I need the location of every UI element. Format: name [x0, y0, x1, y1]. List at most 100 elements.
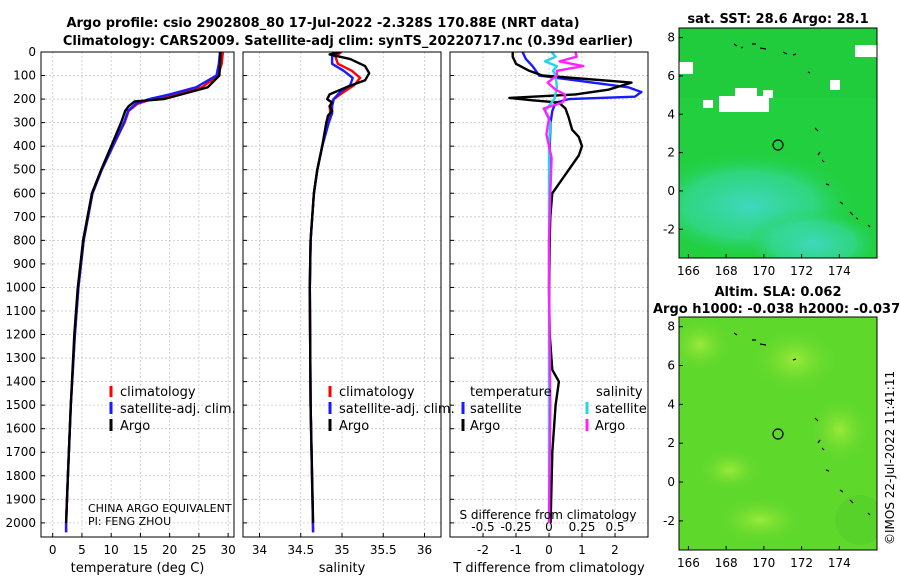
map-y-tick-label: 6: [667, 359, 675, 373]
y-tick-label: 800: [13, 233, 36, 247]
y-tick-label: 500: [13, 163, 36, 177]
sla-map-frame: [678, 316, 878, 551]
argo-position-marker: [772, 428, 784, 440]
sst-cloud-mask: [703, 100, 713, 108]
sst-cloud-mask: [830, 80, 840, 90]
difference-panel: -2 -1 0 1 2 -0.5 -0.25 0 0.25 0.5 T difference fro…: [449, 51, 649, 576]
x-tick-label: 1: [578, 543, 586, 557]
sla-islands: [733, 332, 871, 516]
sla-map: Altim. SLA: 0.062 Argo h1000: -0.038 h20…: [653, 285, 900, 570]
y-tick-label: 2000: [5, 516, 36, 530]
map-x-tick-label: 166: [677, 556, 700, 570]
series-line-argo: [308, 52, 371, 523]
difference-legend: temperature salinity satellite Argo sate…: [461, 385, 647, 434]
s-diff-tick-label: 0.5: [605, 520, 624, 534]
s-difference-axis-label: S difference from climatology: [460, 508, 637, 522]
sst-cool-anomaly-east: [750, 205, 877, 258]
plot-frame: [242, 51, 442, 538]
map-x-tick-label: 170: [752, 556, 775, 570]
map-y-tick-label: 8: [667, 320, 675, 334]
y-tick-label: 1300: [5, 351, 36, 365]
temperature-panel: 0100200300400500600700800900100011001200…: [5, 45, 235, 576]
map-x-tick-label: 170: [752, 264, 775, 278]
sst-cloud-mask: [719, 96, 769, 112]
x-tick-label: -2: [477, 543, 489, 557]
map-x-tick-label: 168: [715, 556, 738, 570]
x-tick-label: 34.5: [287, 543, 314, 557]
legend-label-t-satellite: satellite: [470, 402, 522, 417]
temperature-legend: climatology satellite-adj. clim. Argo: [109, 385, 236, 434]
y-tick-label: 1400: [5, 375, 36, 389]
map-y-tick-label: 0: [667, 475, 675, 489]
sst-map-frame: [678, 27, 878, 259]
sst-cloud-mask: [855, 45, 877, 57]
plot-area: [41, 52, 234, 537]
map-x-tick-label: 168: [715, 264, 738, 278]
title-line-2: Climatology: CARS2009. Satellite-adj cli…: [63, 34, 633, 49]
s-diff-tick-label: 0.25: [569, 520, 596, 534]
sst-cloud-mask: [763, 90, 773, 98]
legend-title-salinity: salinity: [596, 385, 643, 400]
legend-label-climatology: climatology: [339, 385, 415, 400]
sst-field-north: [679, 28, 877, 98]
x-tick-label: 20: [162, 543, 177, 557]
y-tick-label: 1100: [5, 304, 36, 318]
y-tick-label: 1200: [5, 328, 36, 342]
sla-map-title-1: Altim. SLA: 0.062: [715, 285, 842, 300]
sla-high-region: [755, 330, 835, 390]
map-y-tick-label: 4: [667, 107, 675, 121]
y-tick-label: 900: [13, 257, 36, 271]
y-tick-label: 700: [13, 210, 36, 224]
y-tick-label: 1600: [5, 422, 36, 436]
x-tick-label: 35.5: [370, 543, 397, 557]
y-tick-label: 1800: [5, 469, 36, 483]
sst-map-title: sat. SST: 28.6 Argo: 28.1: [687, 12, 868, 27]
map-y-tick-label: 6: [667, 69, 675, 83]
plot-frame: [40, 51, 235, 538]
series-line-argo: [64, 52, 222, 523]
series-line-s-argo: [542, 52, 585, 523]
map-y-tick-label: 2: [667, 436, 675, 450]
map-x-tick-label: 172: [790, 556, 813, 570]
legend-label-satellite: satellite-adj. clim.: [120, 402, 236, 417]
sst-cloud-mask: [735, 88, 757, 98]
plot-frame: [449, 51, 649, 538]
map-x-tick-label: 172: [790, 264, 813, 278]
salinity-panel: 34 34.5 35 35.5 36 salinity: [242, 51, 442, 576]
legend-label-s-satellite: satellite: [595, 402, 647, 417]
map-x-tick-label: 174: [828, 556, 851, 570]
s-diff-tick-label: -0.5: [471, 520, 494, 534]
x-tick-label: 35: [334, 543, 349, 557]
salinity-legend: climatology satellite-adj. clim. Argo: [328, 385, 455, 434]
x-tick-label: -1: [510, 543, 522, 557]
y-tick-label: 1500: [5, 398, 36, 412]
y-tick-label: 400: [13, 139, 36, 153]
y-tick-label: 300: [13, 116, 36, 130]
map-x-tick-label: 166: [677, 264, 700, 278]
x-axis-label: salinity: [319, 561, 366, 576]
y-tick-label: 1900: [5, 492, 36, 506]
annotation-program: CHINA ARGO EQUIVALENT: [88, 502, 232, 515]
y-tick-label: 200: [13, 92, 36, 106]
y-tick-label: 100: [13, 69, 36, 83]
legend-label-argo: Argo: [120, 419, 150, 434]
map-y-tick-label: 2: [667, 146, 675, 160]
sla-high-region: [812, 400, 868, 460]
map-y-tick-label: 0: [667, 184, 675, 198]
x-tick-label: 25: [191, 543, 206, 557]
legend-label-s-argo: Argo: [595, 419, 625, 434]
map-y-tick-label: -2: [663, 222, 675, 236]
sst-islands: [733, 43, 871, 228]
sla-high-region: [700, 450, 760, 490]
sst-cloud-mask: [679, 62, 693, 74]
x-tick-label: 15: [133, 543, 148, 557]
x-tick-label: 10: [104, 543, 119, 557]
x-tick-label: 0: [545, 543, 553, 557]
annotation-pi: PI: FENG ZHOU: [88, 515, 171, 528]
x-tick-label: 30: [221, 543, 236, 557]
legend-title-temperature: temperature: [470, 385, 552, 400]
legend-label-t-argo: Argo: [470, 419, 500, 434]
y-tick-label: 1000: [5, 280, 36, 294]
argo-position-marker: [772, 139, 784, 151]
map-y-tick-label: 8: [667, 31, 675, 45]
